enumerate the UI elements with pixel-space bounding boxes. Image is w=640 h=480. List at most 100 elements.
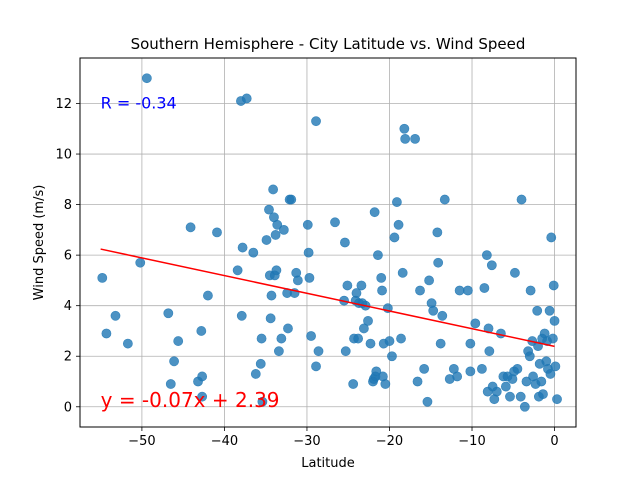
data-point xyxy=(271,265,282,276)
data-point xyxy=(546,232,557,243)
y-tick-label: 8 xyxy=(64,198,72,213)
data-point xyxy=(97,272,108,283)
data-point xyxy=(483,323,494,334)
data-point xyxy=(484,346,495,357)
x-axis-label: Latitude xyxy=(301,456,355,471)
data-point xyxy=(165,379,176,389)
data-point xyxy=(330,217,340,228)
data-point xyxy=(292,275,303,286)
data-point xyxy=(491,386,502,397)
correlation-annotation: R = -0.34 xyxy=(101,94,177,113)
data-point xyxy=(369,207,380,218)
data-point xyxy=(236,310,247,321)
y-tick-label: 2 xyxy=(64,350,72,365)
data-point xyxy=(505,391,515,402)
data-point xyxy=(433,257,444,268)
data-point xyxy=(377,285,387,296)
data-point xyxy=(419,363,430,374)
data-point xyxy=(197,391,208,402)
data-point xyxy=(185,222,196,233)
data-point xyxy=(510,267,520,278)
data-point xyxy=(432,227,443,238)
data-point xyxy=(256,333,267,344)
data-point xyxy=(470,318,481,329)
data-point xyxy=(261,235,272,245)
data-point xyxy=(266,290,277,301)
data-point xyxy=(255,358,266,369)
data-point xyxy=(380,379,391,389)
data-point xyxy=(424,275,434,286)
data-point xyxy=(545,369,556,379)
data-point xyxy=(549,315,560,326)
data-point xyxy=(135,257,146,268)
data-point xyxy=(197,371,208,382)
data-point xyxy=(521,376,532,387)
data-point xyxy=(439,194,450,205)
data-point xyxy=(396,333,406,344)
chart-title: Southern Hemisphere - City Latitude vs. … xyxy=(131,35,526,53)
data-point xyxy=(397,267,408,278)
data-point xyxy=(264,204,274,215)
data-point xyxy=(272,219,283,230)
data-point xyxy=(311,361,321,372)
scatter-points xyxy=(97,73,562,412)
data-point xyxy=(548,280,559,291)
data-point xyxy=(203,290,213,301)
data-point xyxy=(500,381,511,392)
data-point xyxy=(552,394,562,405)
x-tick-label: −50 xyxy=(128,434,155,449)
data-point xyxy=(173,336,184,346)
data-point xyxy=(351,288,362,298)
data-point xyxy=(268,184,279,195)
data-point xyxy=(286,194,297,205)
x-tick-label: −10 xyxy=(458,434,485,449)
data-point xyxy=(311,116,321,127)
data-point xyxy=(399,123,410,134)
y-tick-label: 0 xyxy=(64,400,72,415)
data-point xyxy=(250,369,261,379)
plot-area-frame xyxy=(79,57,577,428)
data-point xyxy=(387,351,397,362)
x-tick-label: 0 xyxy=(550,434,558,449)
data-point xyxy=(278,224,289,235)
data-point xyxy=(101,328,112,339)
y-tick-label: 10 xyxy=(55,148,72,163)
data-point xyxy=(428,305,439,316)
data-point xyxy=(550,361,561,372)
data-point xyxy=(365,338,376,349)
data-point xyxy=(232,265,243,276)
data-point xyxy=(422,396,433,407)
data-point xyxy=(393,219,404,230)
regression-line xyxy=(100,248,555,348)
data-point xyxy=(359,323,369,334)
data-point xyxy=(516,194,527,205)
data-point xyxy=(373,250,383,261)
y-tick-label: 6 xyxy=(64,249,72,264)
regression-line-group xyxy=(100,248,555,348)
data-point xyxy=(481,250,492,261)
data-point xyxy=(270,230,281,240)
data-point xyxy=(532,305,543,316)
data-point xyxy=(544,305,555,316)
data-point xyxy=(276,333,287,344)
data-point xyxy=(415,285,425,296)
data-point xyxy=(304,272,315,283)
data-point xyxy=(306,331,316,341)
axis-ticks: −50 −40 −30 −20 −10 0 0 2 4 6 8 10 12 xyxy=(55,97,558,449)
data-point xyxy=(524,351,535,362)
data-point xyxy=(437,310,448,321)
data-point xyxy=(486,260,497,271)
data-point xyxy=(515,391,526,402)
data-point xyxy=(163,308,174,319)
data-point xyxy=(340,237,350,248)
data-point xyxy=(340,346,351,357)
data-point xyxy=(477,363,487,374)
y-tick-label: 12 xyxy=(55,97,72,112)
data-point xyxy=(454,285,465,296)
data-point xyxy=(353,333,364,344)
x-tick-label: −40 xyxy=(211,434,238,449)
y-tick-label: 4 xyxy=(64,299,72,314)
y-axis-label: Wind Speed (m/s) xyxy=(32,185,47,301)
data-point xyxy=(241,93,252,104)
data-point xyxy=(257,396,268,407)
